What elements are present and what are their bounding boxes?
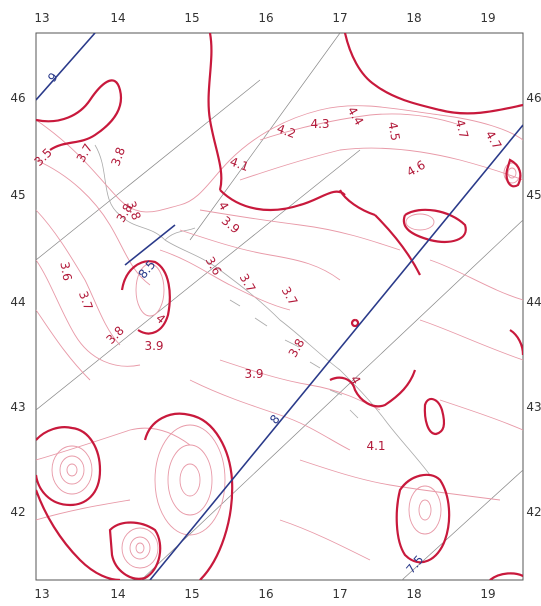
contour-label: 4.5 (385, 121, 402, 142)
thin-contours (36, 105, 523, 569)
lon-tick-bottom: 17 (332, 587, 347, 601)
contour-label: 3.9 (244, 367, 263, 381)
bold-contours (36, 33, 523, 580)
graticule (36, 33, 523, 580)
contour-label: 3.8 (108, 145, 128, 168)
lon-tick-bottom: 16 (258, 587, 273, 601)
lat-tick-right: 44 (526, 295, 541, 309)
lon-tick-top: 16 (258, 11, 273, 25)
lon-tick-top: 19 (480, 11, 495, 25)
lon-tick-bottom: 19 (480, 587, 495, 601)
lon-tick-top: 17 (332, 11, 347, 25)
contour-label: 3.6 (57, 261, 74, 282)
lat-ticks-right: 46 45 44 43 42 (526, 91, 541, 519)
lon-tick-bottom: 15 (184, 587, 199, 601)
lat-ticks-left: 46 45 44 43 42 (10, 91, 25, 519)
lon-tick-bottom: 14 (110, 587, 125, 601)
lat-tick-right: 46 (526, 91, 541, 105)
lon-ticks-top: 13 14 15 16 17 18 19 (34, 11, 495, 25)
contour-label: 4.3 (310, 117, 329, 131)
contour-label: 3.8 (124, 199, 144, 222)
lon-ticks-bottom: 13 14 15 16 17 18 19 (34, 587, 495, 601)
lat-tick-right: 45 (526, 188, 541, 202)
lon-tick-bottom: 18 (406, 587, 421, 601)
lon-tick-top: 18 (406, 11, 421, 25)
lat-tick-left: 42 (10, 505, 25, 519)
lat-tick-left: 43 (10, 400, 25, 414)
lat-tick-left: 45 (10, 188, 25, 202)
contour-label: 4.7 (453, 118, 471, 140)
lon-tick-bottom: 13 (34, 587, 49, 601)
lat-tick-right: 43 (526, 400, 541, 414)
lon-tick-top: 15 (184, 11, 199, 25)
lat-tick-left: 44 (10, 295, 25, 309)
coastline-islands (229, 299, 359, 419)
contour-label: 3.7 (76, 289, 96, 312)
lat-tick-left: 46 (10, 91, 25, 105)
contour-label: 3.9 (144, 339, 163, 353)
blue-lines (36, 33, 523, 580)
lat-tick-right: 42 (526, 505, 541, 519)
contour-label: 4.1 (366, 439, 385, 453)
lon-tick-top: 13 (34, 11, 49, 25)
contour-label: 4.1 (228, 154, 251, 174)
contour-label: 4.2 (275, 121, 298, 141)
lon-tick-top: 14 (110, 11, 125, 25)
